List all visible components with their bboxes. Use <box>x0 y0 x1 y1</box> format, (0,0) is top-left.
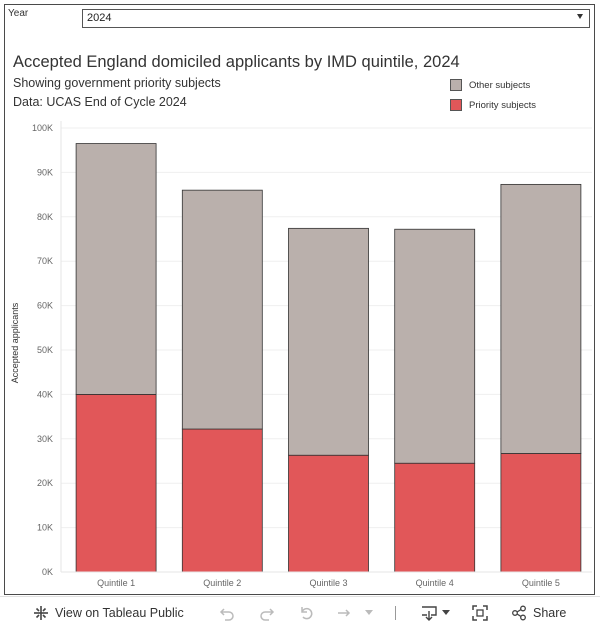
bar-other-2[interactable] <box>181 189 263 430</box>
y-axis-ticks: 0K 10K 20K 30K 40K 50K 60K 70K 80K 90K 100K <box>32 123 53 577</box>
fullscreen-button[interactable] <box>472 597 488 628</box>
chart-bars <box>75 143 582 573</box>
chevron-down-icon <box>365 609 373 615</box>
y-tick-label: 10K <box>37 523 53 533</box>
x-axis-ticks: Quintile 1 Quintile 2 Quintile 3 Quintile 4… <box>97 578 560 588</box>
revert-icon <box>301 606 313 619</box>
stacked-bar-chart: 0K 10K 20K 30K 40K 50K 60K 70K 80K 90K 100K Quinti… <box>10 121 592 588</box>
tableau-logo-icon <box>34 605 48 620</box>
view-on-tableau-public-label: View on Tableau Public <box>55 605 184 620</box>
revert-button[interactable] <box>298 597 314 628</box>
bar-other-5[interactable] <box>500 183 582 454</box>
y-tick-label: 40K <box>37 389 53 399</box>
chart-subtitle: Showing government priority subjects <box>13 76 221 90</box>
share-icon <box>512 605 526 620</box>
y-tick-label: 0K <box>42 567 53 577</box>
y-tick-label: 20K <box>37 478 53 488</box>
bar-other-1[interactable] <box>75 143 157 395</box>
x-tick-label: Quintile 5 <box>522 578 560 588</box>
chevron-down-icon <box>442 609 450 615</box>
bar-other-4[interactable] <box>394 228 476 464</box>
undo-button[interactable] <box>219 597 235 628</box>
y-axis-label: Accepted applicants <box>10 302 20 383</box>
y-tick-label: 80K <box>37 212 53 222</box>
year-filter-label: Year <box>8 8 29 19</box>
download-button[interactable] <box>420 597 450 628</box>
legend-label-priority: Priority subjects <box>469 100 537 111</box>
y-tick-label: 50K <box>37 345 53 355</box>
y-tick-label: 70K <box>37 256 53 266</box>
chart-source: Data: UCAS End of Cycle 2024 <box>13 95 187 109</box>
y-tick-label: 60K <box>37 301 53 311</box>
y-tick-label: 90K <box>37 167 53 177</box>
bar-priority-3[interactable] <box>288 454 369 573</box>
legend-swatch-priority <box>450 99 462 111</box>
view-on-tableau-public-button[interactable]: View on Tableau Public <box>33 597 184 628</box>
x-tick-label: Quintile 1 <box>97 578 135 588</box>
share-label: Share <box>533 605 567 620</box>
toolbar-divider <box>395 606 396 620</box>
year-filter-value: 2024 <box>87 12 112 24</box>
year-filter-dropdown[interactable]: 2024 <box>82 9 590 28</box>
tableau-toolbar: View on Tableau Public <box>0 596 600 628</box>
chart-title: Accepted England domiciled applicants by… <box>13 53 460 71</box>
legend-label-other: Other subjects <box>469 80 531 91</box>
x-tick-label: Quintile 4 <box>416 578 454 588</box>
refresh-button[interactable] <box>336 597 354 628</box>
legend-swatch-other <box>450 79 462 91</box>
redo-icon <box>260 607 275 621</box>
undo-icon <box>219 607 234 621</box>
redo-button[interactable] <box>259 597 275 628</box>
y-tick-label: 100K <box>32 123 53 133</box>
x-tick-label: Quintile 2 <box>203 578 241 588</box>
refresh-dropdown[interactable] <box>365 597 373 628</box>
download-icon <box>422 605 437 621</box>
bar-priority-4[interactable] <box>394 462 476 573</box>
bar-other-3[interactable] <box>288 227 369 456</box>
bar-priority-1[interactable] <box>75 393 157 573</box>
refresh-icon <box>338 608 351 617</box>
bar-priority-5[interactable] <box>500 453 582 573</box>
x-tick-label: Quintile 3 <box>309 578 347 588</box>
dropdown-arrow-icon[interactable] <box>577 14 583 19</box>
bar-priority-2[interactable] <box>181 428 263 573</box>
fullscreen-icon <box>472 604 488 621</box>
share-button[interactable]: Share <box>511 597 566 628</box>
y-tick-label: 30K <box>37 434 53 444</box>
